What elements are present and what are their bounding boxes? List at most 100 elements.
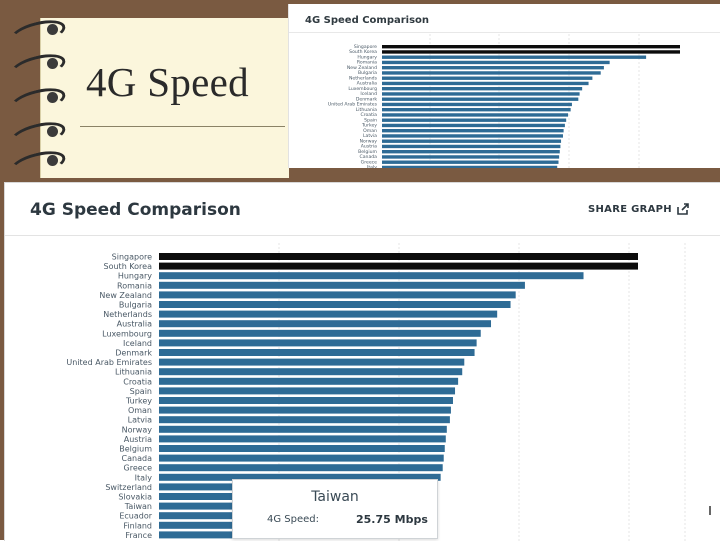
bar[interactable] xyxy=(159,281,525,289)
category-label: Oman xyxy=(363,128,377,134)
bar[interactable] xyxy=(382,129,564,133)
category-label: Romania xyxy=(117,281,152,290)
bar[interactable] xyxy=(382,134,563,138)
bar[interactable] xyxy=(382,123,565,128)
category-label: Hungary xyxy=(118,272,152,281)
bar[interactable] xyxy=(159,397,453,404)
bar[interactable] xyxy=(382,60,610,65)
binder-hole xyxy=(47,92,58,103)
bar[interactable] xyxy=(382,160,559,164)
bar[interactable] xyxy=(382,118,567,122)
bar[interactable] xyxy=(159,406,451,414)
bar[interactable] xyxy=(159,262,638,270)
category-label: Oman xyxy=(128,406,152,415)
bar[interactable] xyxy=(159,445,445,452)
bar[interactable] xyxy=(382,45,680,49)
bar[interactable] xyxy=(159,387,456,395)
bar[interactable] xyxy=(159,339,477,347)
bar[interactable] xyxy=(382,66,604,70)
bar[interactable] xyxy=(159,272,584,280)
category-label: Switzerland xyxy=(105,483,152,492)
category-label: Latvia xyxy=(363,133,377,139)
bar[interactable] xyxy=(382,50,680,54)
bar[interactable] xyxy=(159,416,450,424)
title-underline xyxy=(80,126,285,127)
bar[interactable] xyxy=(159,464,443,472)
bar[interactable] xyxy=(159,368,463,376)
category-label: Iceland xyxy=(360,91,377,97)
category-label: Belgium xyxy=(358,149,377,155)
category-label: Taiwan xyxy=(124,502,152,511)
bar[interactable] xyxy=(382,92,580,96)
category-label: Austria xyxy=(124,435,152,444)
category-label: Finland xyxy=(123,521,152,530)
category-label: Hungary xyxy=(357,54,377,60)
bar[interactable] xyxy=(382,150,560,154)
share-icon[interactable] xyxy=(677,203,689,215)
category-label: Denmark xyxy=(356,96,377,102)
category-label: Denmark xyxy=(115,349,152,358)
bar[interactable] xyxy=(159,425,447,433)
bar[interactable] xyxy=(159,454,444,462)
bar[interactable] xyxy=(382,102,572,107)
category-label: South Korea xyxy=(349,49,377,55)
bar[interactable] xyxy=(159,253,638,260)
category-label: Austria xyxy=(361,144,377,150)
bar[interactable] xyxy=(159,358,465,366)
category-label: Turkey xyxy=(361,123,377,129)
category-label: Croatia xyxy=(360,112,377,118)
share-graph-button[interactable]: SHARE GRAPH xyxy=(588,204,672,215)
small-chart-title: 4G Speed Comparison xyxy=(305,15,430,26)
bar[interactable] xyxy=(159,320,492,328)
bar[interactable] xyxy=(382,87,583,91)
bar[interactable] xyxy=(159,473,441,481)
category-label: Canada xyxy=(360,154,378,160)
big-chart-title: 4G Speed Comparison xyxy=(30,200,241,220)
bar[interactable] xyxy=(159,329,481,337)
divider xyxy=(289,32,720,33)
bar[interactable] xyxy=(382,71,601,75)
category-label: Luxembourg xyxy=(102,329,152,338)
bar[interactable] xyxy=(382,81,589,86)
bar[interactable] xyxy=(159,301,511,308)
bar[interactable] xyxy=(382,139,562,143)
category-label: Singapore xyxy=(354,44,377,50)
category-label: Slovakia xyxy=(118,493,152,502)
category-label: Ecuador xyxy=(119,512,152,521)
category-label: Romania xyxy=(357,60,377,66)
bar[interactable] xyxy=(382,155,560,159)
binder-hole xyxy=(47,24,58,35)
category-label: South Korea xyxy=(104,262,153,271)
bar[interactable] xyxy=(382,97,579,101)
bar[interactable] xyxy=(382,144,561,149)
bar[interactable] xyxy=(159,377,459,385)
category-label: Bulgaria xyxy=(358,70,377,76)
bar[interactable] xyxy=(159,435,446,443)
bar[interactable] xyxy=(159,349,475,356)
category-label: Bulgaria xyxy=(119,301,152,310)
category-label: Spain xyxy=(364,117,377,123)
category-label: New Zealand xyxy=(99,291,152,300)
bar[interactable] xyxy=(159,310,498,318)
binder-hole xyxy=(47,58,58,69)
category-label: United Arab Emirates xyxy=(328,102,378,108)
category-label: Norway xyxy=(360,138,378,144)
category-label: Norway xyxy=(122,425,153,434)
bar[interactable] xyxy=(382,55,647,59)
category-label: Canada xyxy=(122,454,153,463)
category-label: Greece xyxy=(124,464,153,473)
bar[interactable] xyxy=(382,113,569,117)
category-label: Lithuania xyxy=(356,107,377,113)
category-label: Netherlands xyxy=(349,75,378,81)
category-label: Iceland xyxy=(123,339,152,348)
small-chart-panel: 4G Speed Comparison Singapore South Korea… xyxy=(288,4,720,168)
bar[interactable] xyxy=(382,76,593,80)
notebook-paper xyxy=(40,18,289,178)
category-label: Luxembourg xyxy=(348,86,377,92)
edge-mark xyxy=(709,506,711,515)
bar[interactable] xyxy=(382,108,571,112)
bar[interactable] xyxy=(159,291,516,299)
category-label: Turkey xyxy=(125,397,152,406)
bar[interactable] xyxy=(382,165,558,168)
